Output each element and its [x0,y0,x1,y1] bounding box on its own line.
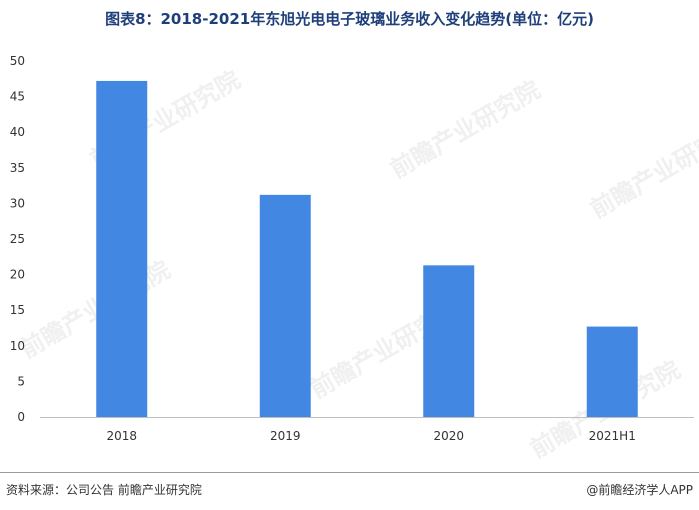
y-tick-label: 25 [10,232,25,246]
y-tick-label: 10 [10,339,25,353]
x-tick-label: 2021H1 [589,429,636,443]
footer-divider [0,472,699,473]
bar-2021H1 [586,326,638,417]
y-tick-label: 20 [10,268,25,282]
chart-title: 图表8：2018-2021年东旭光电电子玻璃业务收入变化趋势(单位：亿元) [105,10,594,28]
y-tick-label: 30 [10,196,25,210]
x-tick-label: 2018 [106,429,137,443]
y-tick-label: 45 [10,90,25,104]
bar-chart: 0 5 10 15 20 25 30 35 40 45 50 2018 2019 2020 2021H1 [10,54,694,443]
y-tick-label: 15 [10,303,25,317]
y-tick-label: 50 [10,54,25,68]
source-note: 资料来源：公司公告 前瞻产业研究院 [6,483,202,497]
x-tick-label: 2020 [433,429,464,443]
bar-2019 [259,194,311,417]
y-tick-label: 0 [17,410,25,424]
x-tick-label: 2019 [270,429,301,443]
bar-2018 [96,80,148,417]
y-tick-label: 35 [10,161,25,175]
y-tick-label: 40 [10,125,25,139]
y-tick-label: 5 [17,374,25,388]
bar-2020 [423,265,475,417]
brand-label: @前瞻经济学人APP [586,483,693,497]
